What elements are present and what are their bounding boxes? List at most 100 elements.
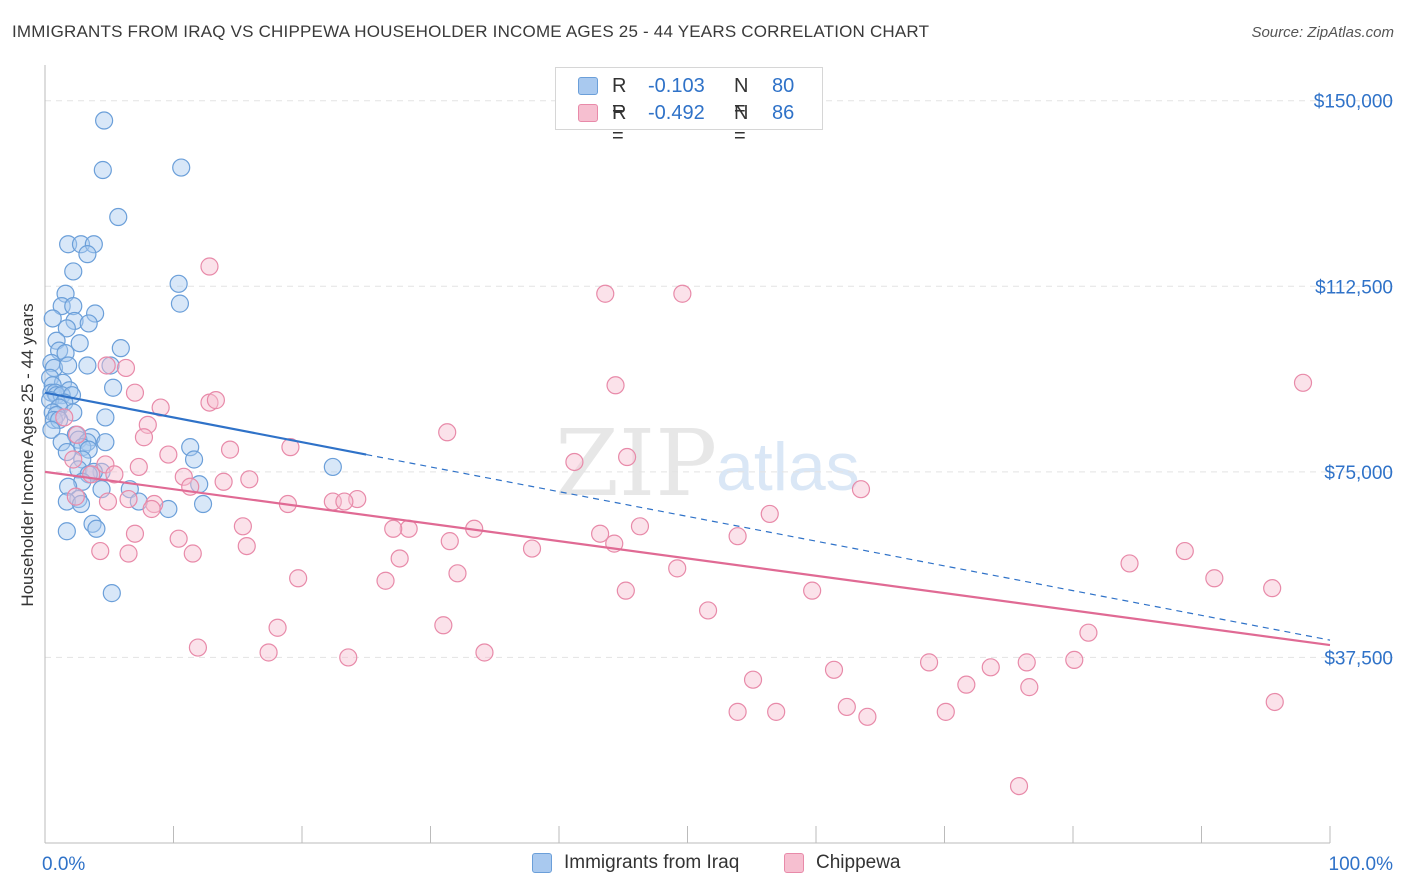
- data-point-chippewa: [96, 455, 115, 474]
- data-point-iraq: [78, 245, 97, 264]
- data-point-iraq: [172, 158, 191, 177]
- trend-line-iraq: [44, 391, 367, 456]
- data-point-iraq: [57, 492, 76, 511]
- legend-n-value: 80: [772, 75, 795, 97]
- data-point-chippewa: [68, 425, 87, 444]
- data-point-iraq: [95, 111, 114, 130]
- source-label: Source: ZipAtlas.com: [1251, 24, 1394, 41]
- legend-n-value: 86: [772, 102, 795, 124]
- data-point-chippewa: [767, 702, 786, 721]
- data-point-iraq: [57, 319, 76, 338]
- data-point-chippewa: [125, 383, 145, 402]
- data-point-chippewa: [384, 519, 403, 538]
- data-point-chippewa: [116, 358, 136, 378]
- data-point-chippewa: [66, 487, 85, 506]
- data-point-chippewa: [129, 457, 148, 477]
- data-point-chippewa: [591, 524, 610, 543]
- data-point-chippewa: [183, 544, 202, 563]
- series-iraq: [41, 111, 342, 603]
- data-point-chippewa: [188, 638, 208, 657]
- data-point-iraq: [71, 235, 91, 254]
- data-point-iraq: [79, 440, 98, 459]
- trend-line-iraq-projection: [366, 453, 1331, 641]
- data-point-chippewa: [98, 492, 118, 511]
- series-chippewa: [55, 257, 1313, 796]
- trend-line-chippewa: [44, 470, 1331, 647]
- data-point-chippewa: [240, 470, 259, 489]
- data-point-chippewa: [1175, 541, 1194, 561]
- data-point-chippewa: [289, 569, 308, 588]
- tick-labels: $37,500 $75,000 $112,500 $150,000 0.0% 100.0%: [42, 92, 1393, 875]
- y-tick-label: $75,000: [1324, 463, 1393, 484]
- legend-n-label: N =: [734, 102, 749, 147]
- data-point-iraq: [102, 584, 121, 603]
- data-point-chippewa: [259, 643, 278, 662]
- data-point-chippewa: [125, 524, 145, 543]
- data-point-chippewa: [837, 697, 856, 717]
- data-point-iraq: [42, 420, 61, 439]
- data-point-chippewa: [618, 447, 637, 467]
- data-point-iraq: [93, 160, 112, 180]
- data-point-chippewa: [145, 494, 164, 514]
- axes: [44, 65, 1331, 844]
- data-point-chippewa: [339, 648, 358, 667]
- data-point-iraq: [193, 494, 213, 514]
- data-point-chippewa: [438, 423, 457, 442]
- gridlines: [45, 100, 1393, 658]
- data-point-chippewa: [105, 465, 124, 484]
- legend-r-value: -0.103: [648, 75, 705, 97]
- data-point-chippewa: [119, 489, 138, 509]
- data-point-chippewa: [55, 408, 74, 427]
- watermark-zip: ZIP: [555, 410, 717, 517]
- data-point-iraq: [57, 442, 76, 462]
- data-point-chippewa: [919, 653, 939, 672]
- data-point-chippewa: [981, 658, 1000, 677]
- data-point-chippewa: [728, 527, 747, 546]
- data-point-chippewa: [390, 549, 409, 568]
- data-point-chippewa: [448, 564, 467, 583]
- data-point-iraq: [59, 356, 78, 375]
- watermark-atlas: atlas: [716, 429, 860, 505]
- data-point-iraq: [65, 311, 84, 331]
- data-point-chippewa: [119, 544, 138, 563]
- chart-title: IMMIGRANTS FROM IRAQ VS CHIPPEWA HOUSEHO…: [12, 22, 930, 41]
- data-point-iraq: [57, 522, 76, 541]
- data-point-iraq: [59, 477, 78, 496]
- data-point-chippewa: [174, 467, 193, 486]
- data-point-iraq: [79, 314, 98, 333]
- legend-swatch-iraq: [532, 853, 552, 873]
- data-point-chippewa: [668, 559, 687, 578]
- data-point-chippewa: [200, 257, 219, 276]
- data-point-chippewa: [440, 532, 459, 551]
- data-point-chippewa: [169, 529, 188, 548]
- data-point-chippewa: [64, 450, 83, 469]
- data-point-iraq: [111, 339, 130, 358]
- data-point-iraq: [86, 304, 105, 323]
- x-tick-label: 0.0%: [42, 854, 85, 875]
- legend-r-value: -0.492: [648, 102, 705, 124]
- data-point-chippewa: [220, 440, 240, 459]
- data-point-iraq: [78, 356, 97, 375]
- data-point-chippewa: [936, 702, 955, 721]
- data-point-chippewa: [698, 601, 718, 620]
- legend-label-chippewa: Chippewa: [816, 852, 901, 873]
- data-point-iraq: [64, 297, 83, 316]
- data-point-chippewa: [1120, 554, 1139, 573]
- data-point-iraq: [96, 408, 115, 427]
- data-point-chippewa: [743, 670, 763, 689]
- data-point-iraq: [52, 433, 71, 452]
- legend-swatch-iraq: [578, 77, 598, 95]
- data-point-chippewa: [91, 541, 110, 561]
- data-point-chippewa: [858, 707, 877, 726]
- legend-swatch-chippewa: [784, 853, 804, 873]
- data-point-chippewa: [237, 536, 256, 556]
- data-point-chippewa: [434, 616, 453, 635]
- data-point-iraq: [104, 378, 123, 397]
- data-point-chippewa: [1009, 776, 1029, 796]
- data-point-chippewa: [1265, 692, 1284, 712]
- correlation-legend: R = -0.103 N = 80 R = -0.492 N = 86: [555, 67, 823, 147]
- data-point-iraq: [64, 262, 83, 281]
- data-point-chippewa: [728, 702, 747, 721]
- data-point-chippewa: [616, 581, 635, 600]
- data-point-chippewa: [159, 445, 178, 464]
